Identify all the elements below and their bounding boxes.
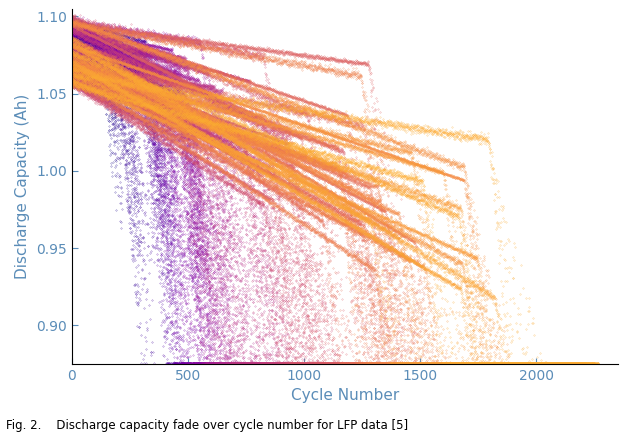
Text: Fig. 2.    Discharge capacity fade over cycle number for LFP data [5]: Fig. 2. Discharge capacity fade over cyc…	[6, 419, 408, 432]
Y-axis label: Discharge Capacity (Ah): Discharge Capacity (Ah)	[16, 94, 31, 279]
X-axis label: Cycle Number: Cycle Number	[291, 388, 399, 403]
